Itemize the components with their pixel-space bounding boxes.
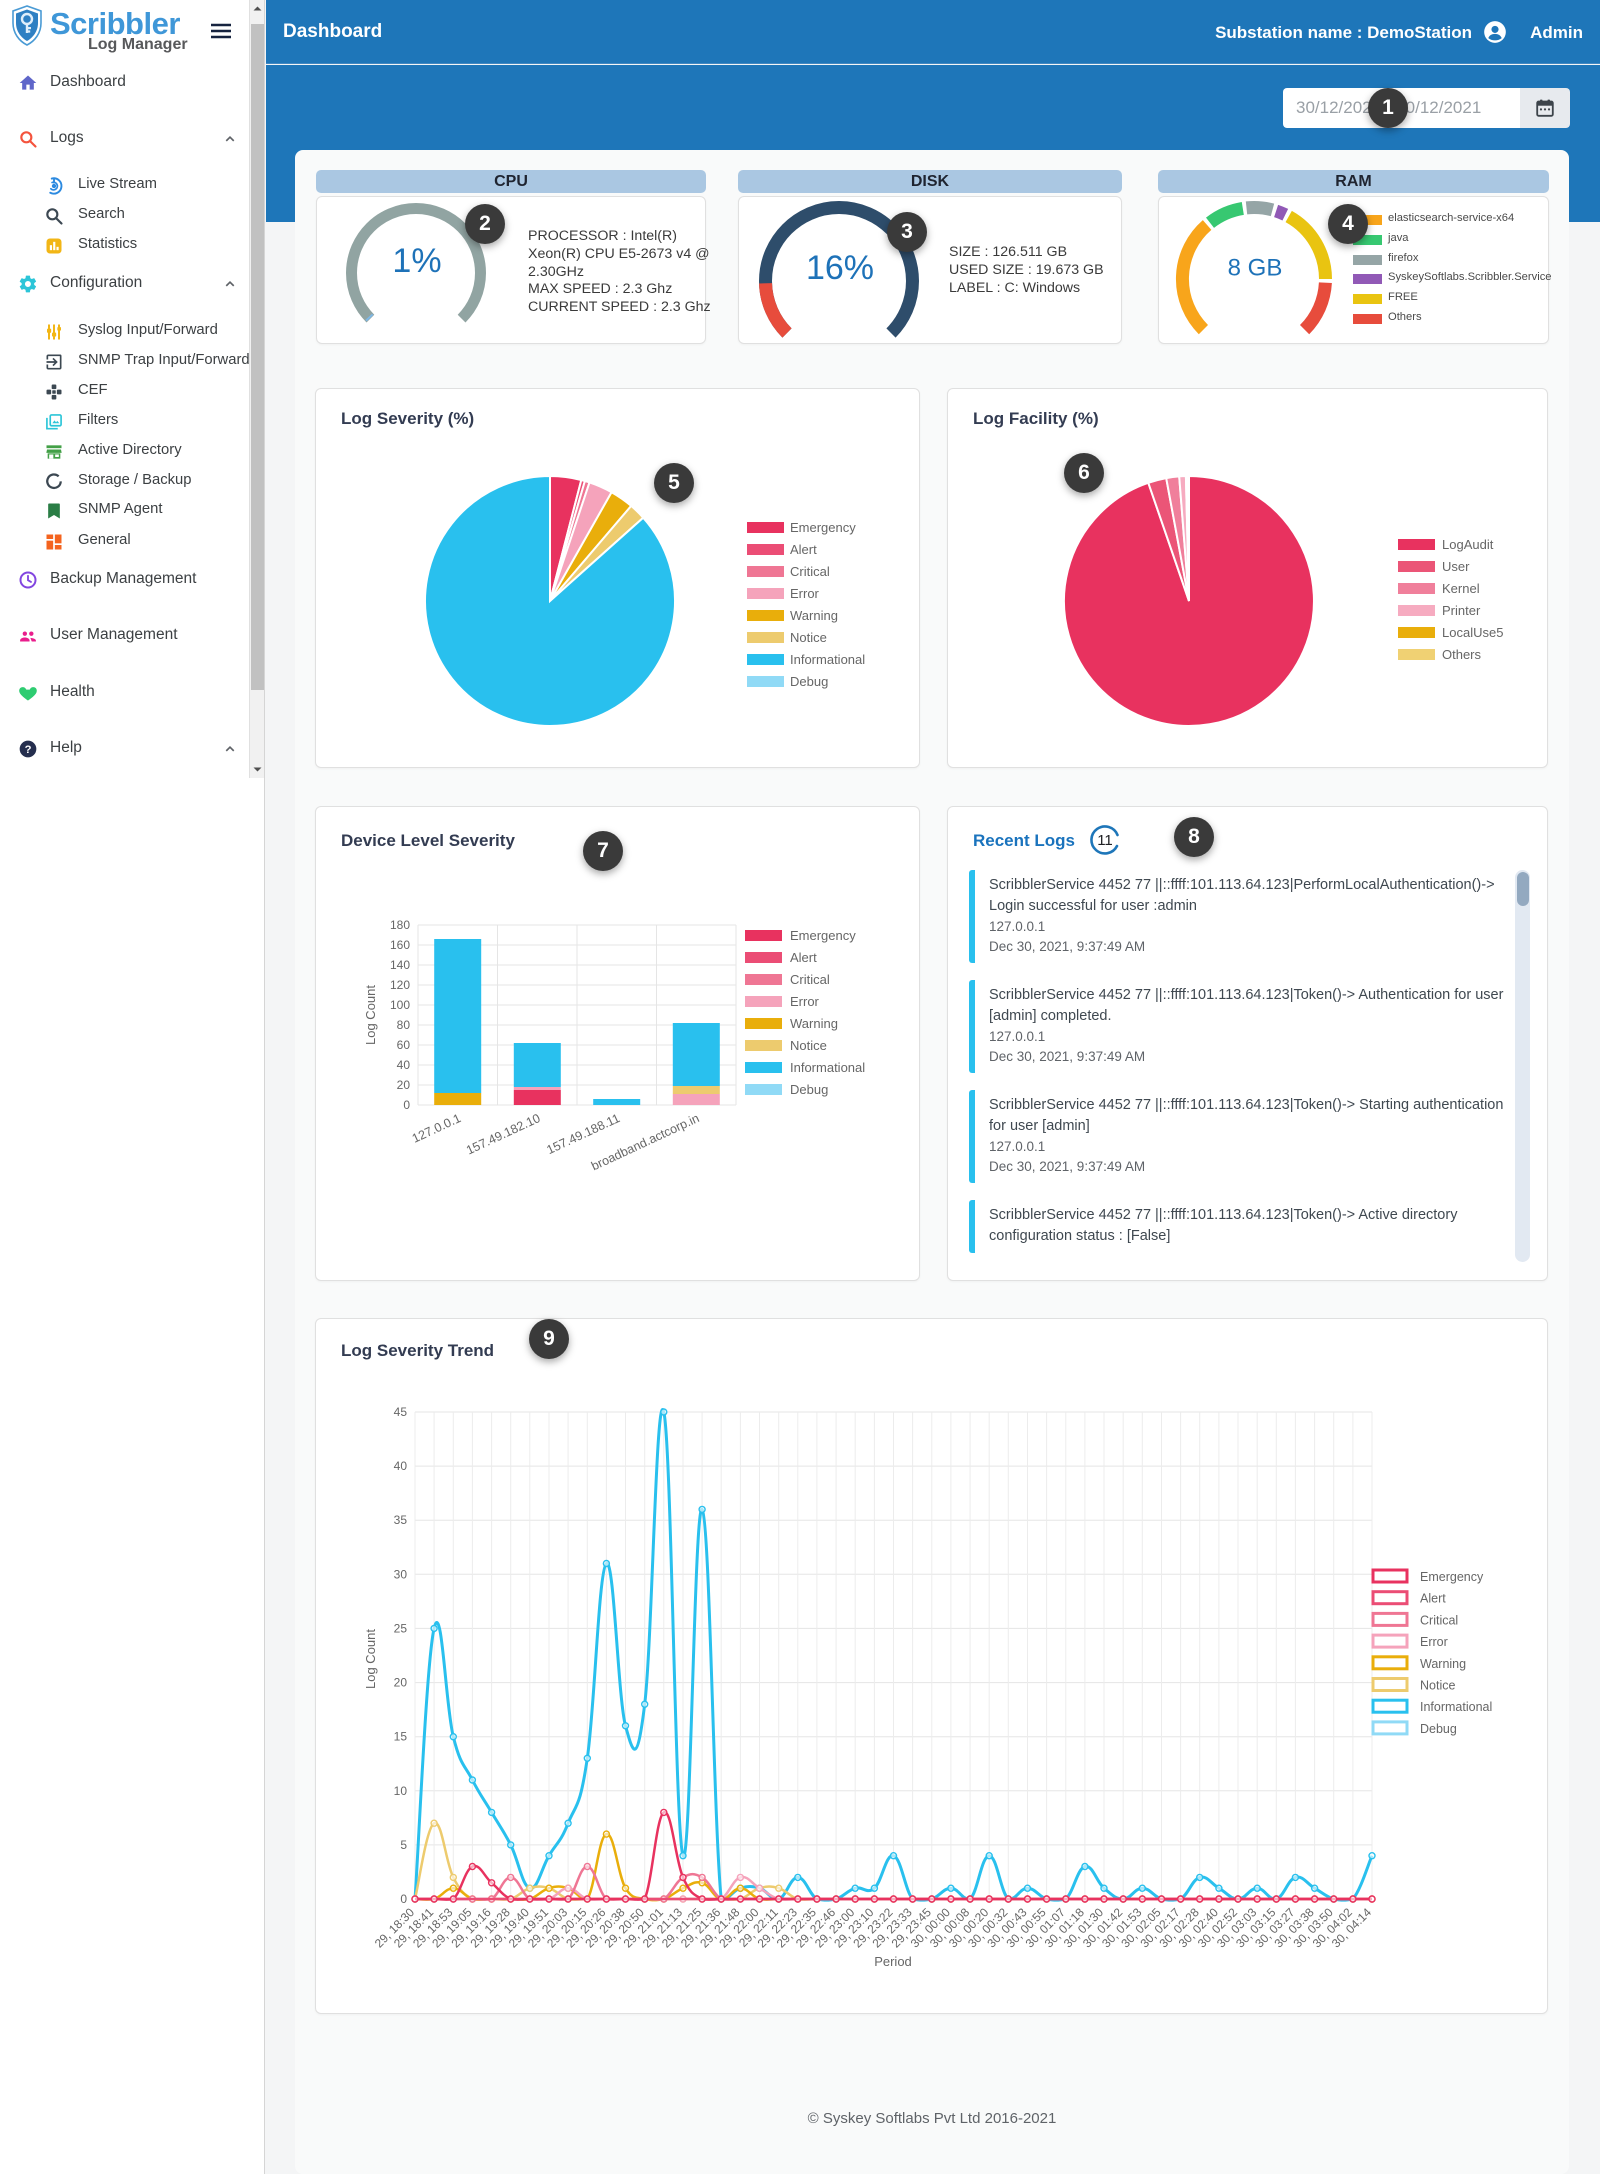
svg-text:Critical: Critical xyxy=(1420,1613,1458,1627)
svg-text:Critical: Critical xyxy=(790,564,830,579)
svg-text:45: 45 xyxy=(394,1405,408,1419)
svg-text:0: 0 xyxy=(403,1098,410,1112)
svg-text:1%: 1% xyxy=(392,242,441,280)
svg-text:20: 20 xyxy=(394,1676,408,1690)
svg-text:Kernel: Kernel xyxy=(1442,581,1480,596)
svg-text:120: 120 xyxy=(390,978,410,992)
svg-text:40: 40 xyxy=(397,1058,411,1072)
svg-text:157.49.182.10: 157.49.182.10 xyxy=(464,1111,542,1157)
svg-text:100: 100 xyxy=(390,998,410,1012)
svg-text:Error: Error xyxy=(790,994,820,1009)
svg-text:Notice: Notice xyxy=(790,630,827,645)
svg-text:80: 80 xyxy=(397,1018,411,1032)
svg-text:Period: Period xyxy=(874,1954,912,1969)
svg-text:Informational: Informational xyxy=(1420,1700,1492,1714)
svg-text:25: 25 xyxy=(394,1621,408,1635)
svg-text:127.0.0.1: 127.0.0.1 xyxy=(410,1111,463,1146)
svg-text:40: 40 xyxy=(394,1459,408,1473)
svg-text:Others: Others xyxy=(1442,647,1482,662)
svg-text:Alert: Alert xyxy=(790,542,817,557)
svg-text:LocalUse5: LocalUse5 xyxy=(1442,625,1503,640)
svg-text:Critical: Critical xyxy=(790,972,830,987)
svg-text:35: 35 xyxy=(394,1513,408,1527)
svg-text:Alert: Alert xyxy=(1420,1592,1446,1606)
svg-text:Emergency: Emergency xyxy=(1420,1570,1484,1584)
svg-text:15: 15 xyxy=(394,1730,408,1744)
svg-text:16%: 16% xyxy=(806,249,874,287)
svg-text:Printer: Printer xyxy=(1442,603,1481,618)
svg-text:?: ? xyxy=(25,744,32,756)
svg-text:60: 60 xyxy=(397,1038,411,1052)
svg-text:160: 160 xyxy=(390,938,410,952)
svg-text:Emergency: Emergency xyxy=(790,928,856,943)
svg-text:0: 0 xyxy=(400,1892,407,1906)
svg-text:Notice: Notice xyxy=(790,1038,827,1053)
svg-text:11: 11 xyxy=(1097,832,1113,849)
svg-text:8 GB: 8 GB xyxy=(1228,254,1283,281)
svg-text:Emergency: Emergency xyxy=(790,520,856,535)
svg-text:180: 180 xyxy=(390,918,410,932)
svg-text:Informational: Informational xyxy=(790,1060,865,1075)
svg-text:Warning: Warning xyxy=(790,1016,838,1031)
svg-text:User: User xyxy=(1442,559,1470,574)
svg-text:Debug: Debug xyxy=(790,1082,828,1097)
svg-text:Log Count: Log Count xyxy=(363,1629,378,1689)
svg-text:140: 140 xyxy=(390,958,410,972)
svg-text:Warning: Warning xyxy=(790,608,838,623)
svg-text:Log Count: Log Count xyxy=(363,985,378,1045)
svg-text:30: 30 xyxy=(394,1567,408,1581)
svg-text:Informational: Informational xyxy=(790,652,865,667)
svg-text:LogAudit: LogAudit xyxy=(1442,537,1494,552)
svg-text:Alert: Alert xyxy=(790,950,817,965)
svg-text:Debug: Debug xyxy=(790,674,828,689)
svg-text:Warning: Warning xyxy=(1420,1657,1466,1671)
svg-text:5: 5 xyxy=(400,1838,407,1852)
svg-text:Error: Error xyxy=(790,586,820,601)
svg-text:20: 20 xyxy=(397,1078,411,1092)
svg-text:Error: Error xyxy=(1420,1635,1448,1649)
svg-text:Notice: Notice xyxy=(1420,1679,1455,1693)
svg-text:10: 10 xyxy=(394,1784,408,1798)
svg-text:Debug: Debug xyxy=(1420,1722,1457,1736)
